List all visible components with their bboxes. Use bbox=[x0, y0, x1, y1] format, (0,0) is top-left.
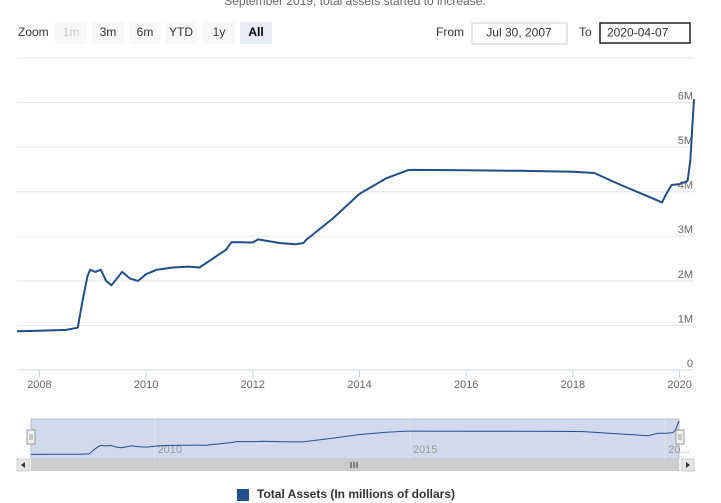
x-tick-label: 2020 bbox=[667, 379, 691, 391]
range-button[interactable] bbox=[129, 22, 161, 44]
range-button-label[interactable]: 6m bbox=[137, 25, 154, 39]
range-button-label[interactable]: All bbox=[248, 25, 263, 39]
x-tick-label: 2012 bbox=[241, 379, 265, 391]
navigator-range[interactable] bbox=[30, 418, 680, 460]
range-button-label[interactable]: YTD bbox=[169, 25, 193, 39]
navigator-tick-label: 2015 bbox=[413, 444, 437, 456]
y-tick-label: 6M bbox=[678, 90, 693, 102]
from-label: From bbox=[436, 25, 464, 39]
x-tick-label: 2018 bbox=[561, 379, 585, 391]
legend-swatch[interactable] bbox=[237, 489, 249, 501]
range-button[interactable] bbox=[203, 22, 235, 44]
scroll-left-arrow bbox=[21, 462, 25, 468]
scrollbar-thumb[interactable] bbox=[31, 459, 679, 471]
y-tick-label: 1M bbox=[678, 313, 693, 325]
navigator-tick-label: 20... bbox=[668, 444, 689, 456]
y-tick-label: 5M bbox=[678, 135, 693, 147]
range-button[interactable] bbox=[55, 22, 87, 44]
y-tick-label: 0 bbox=[687, 358, 693, 370]
y-tick-label: 2M bbox=[678, 269, 693, 281]
zoom-label: Zoom bbox=[18, 25, 49, 39]
range-button[interactable] bbox=[92, 22, 124, 44]
x-tick-label: 2008 bbox=[27, 379, 51, 391]
range-button[interactable] bbox=[165, 22, 197, 44]
series-line bbox=[16, 98, 695, 333]
range-button-label[interactable]: 1m bbox=[63, 25, 80, 39]
handle-left-grip bbox=[29, 434, 33, 440]
y-tick-label: 3M bbox=[678, 224, 693, 236]
from-input[interactable] bbox=[471, 22, 568, 45]
handle-right[interactable] bbox=[675, 429, 685, 445]
legend-label[interactable]: Total Assets (In millions of dollars) bbox=[257, 487, 455, 501]
from-value[interactable]: Jul 30, 2007 bbox=[486, 26, 552, 40]
range-button-label[interactable]: 1y bbox=[213, 25, 226, 39]
navigator-tick-label: 2010 bbox=[158, 444, 182, 456]
x-tick-label: 2016 bbox=[454, 379, 478, 391]
navigator-line bbox=[30, 420, 680, 455]
scrollbar-grip bbox=[350, 462, 358, 468]
to-value[interactable]: 2020-04-07 bbox=[607, 26, 669, 40]
scroll-right-arrow bbox=[686, 462, 690, 468]
range-button[interactable] bbox=[240, 22, 272, 44]
x-tick-label: 2010 bbox=[134, 379, 158, 391]
x-tick-label: 2014 bbox=[347, 379, 371, 391]
handle-right-grip bbox=[678, 434, 682, 440]
to-input[interactable] bbox=[599, 22, 691, 44]
chart-subtitle: September 2019, total assets started to … bbox=[224, 0, 485, 8]
navigator-handles[interactable] bbox=[26, 429, 685, 445]
range-button-label[interactable]: 3m bbox=[100, 25, 117, 39]
handle-left[interactable] bbox=[26, 429, 36, 445]
to-label: To bbox=[579, 25, 592, 39]
